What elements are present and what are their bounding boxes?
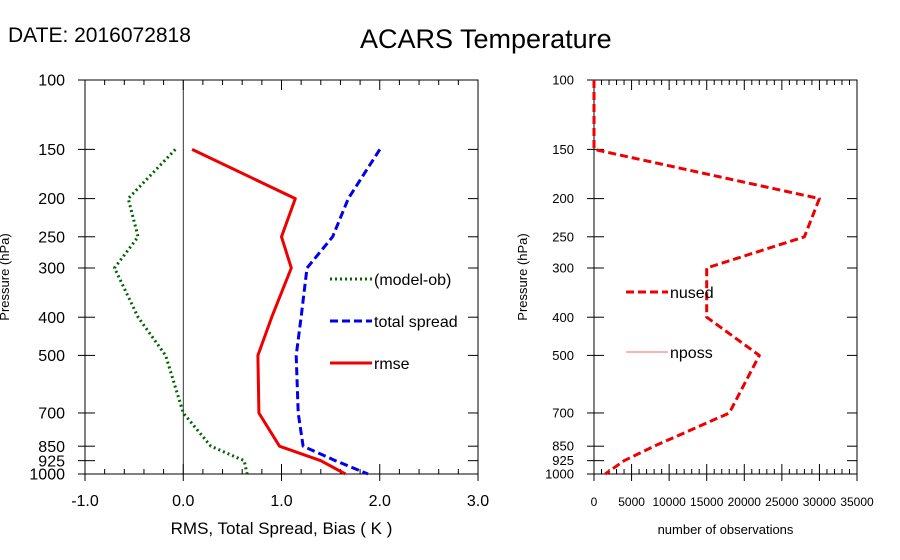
y-tick-label: 700 bbox=[552, 406, 574, 421]
left-panel-xlabel: RMS, Total Spread, Bias ( K ) bbox=[171, 519, 393, 538]
left-panel-ylabel: Pressure (hPa) bbox=[0, 233, 12, 320]
y-tick-label: 500 bbox=[552, 348, 574, 363]
x-tick-label: 5000 bbox=[618, 495, 645, 509]
series-line--model-ob- bbox=[113, 148, 249, 475]
y-tick-label: 850 bbox=[552, 439, 574, 454]
legend-label: total spread bbox=[374, 314, 458, 331]
y-tick-label: 925 bbox=[552, 453, 574, 468]
x-tick-label: 10000 bbox=[652, 495, 686, 509]
y-tick-label: 250 bbox=[38, 229, 65, 246]
y-tick-label: 1000 bbox=[29, 467, 65, 484]
y-tick-label: 200 bbox=[552, 191, 574, 206]
y-tick-label: 100 bbox=[552, 73, 574, 88]
chart-title: ACARS Temperature bbox=[360, 24, 612, 54]
series-line-nused bbox=[592, 80, 821, 476]
legend-label: (model-ob) bbox=[374, 272, 451, 289]
right-panel-xlabel: number of observations bbox=[658, 522, 794, 537]
x-tick-label: 3.0 bbox=[467, 493, 489, 510]
x-tick-label: 25000 bbox=[765, 495, 799, 509]
y-tick-label: 400 bbox=[38, 310, 65, 327]
y-tick-label: 300 bbox=[38, 261, 65, 278]
series-line-rmse bbox=[191, 148, 347, 476]
y-tick-label: 150 bbox=[552, 142, 574, 157]
x-tick-label: -1.0 bbox=[71, 493, 99, 510]
legend-label: nposs bbox=[670, 345, 713, 362]
x-tick-label: 20000 bbox=[728, 495, 762, 509]
right-panel-ylabel: Pressure (hPa) bbox=[515, 233, 530, 320]
y-tick-label: 1000 bbox=[545, 467, 574, 482]
y-tick-label: 400 bbox=[552, 310, 574, 325]
x-tick-label: 1.0 bbox=[270, 493, 292, 510]
date-label: DATE: 2016072818 bbox=[8, 24, 191, 47]
y-tick-label: 150 bbox=[38, 142, 65, 159]
y-tick-label: 700 bbox=[38, 406, 65, 423]
x-tick-label: 30000 bbox=[803, 495, 837, 509]
series-line-total-spread bbox=[294, 148, 382, 476]
y-tick-label: 200 bbox=[38, 191, 65, 208]
right-panel-frame bbox=[593, 79, 858, 475]
y-tick-label: 500 bbox=[38, 348, 65, 365]
y-tick-label: 250 bbox=[552, 229, 574, 244]
legend-label: rmse bbox=[374, 356, 410, 373]
x-tick-label: 35000 bbox=[840, 495, 874, 509]
y-tick-label: 300 bbox=[552, 261, 574, 276]
x-tick-label: 0 bbox=[591, 495, 598, 509]
y-tick-label: 925 bbox=[38, 453, 65, 470]
x-tick-label: 2.0 bbox=[369, 493, 391, 510]
x-tick-label: 15000 bbox=[690, 495, 724, 509]
legend-label: nused bbox=[670, 285, 714, 302]
x-tick-label: 0.0 bbox=[172, 493, 194, 510]
y-tick-label: 850 bbox=[38, 439, 65, 456]
y-tick-label: 100 bbox=[38, 73, 65, 90]
